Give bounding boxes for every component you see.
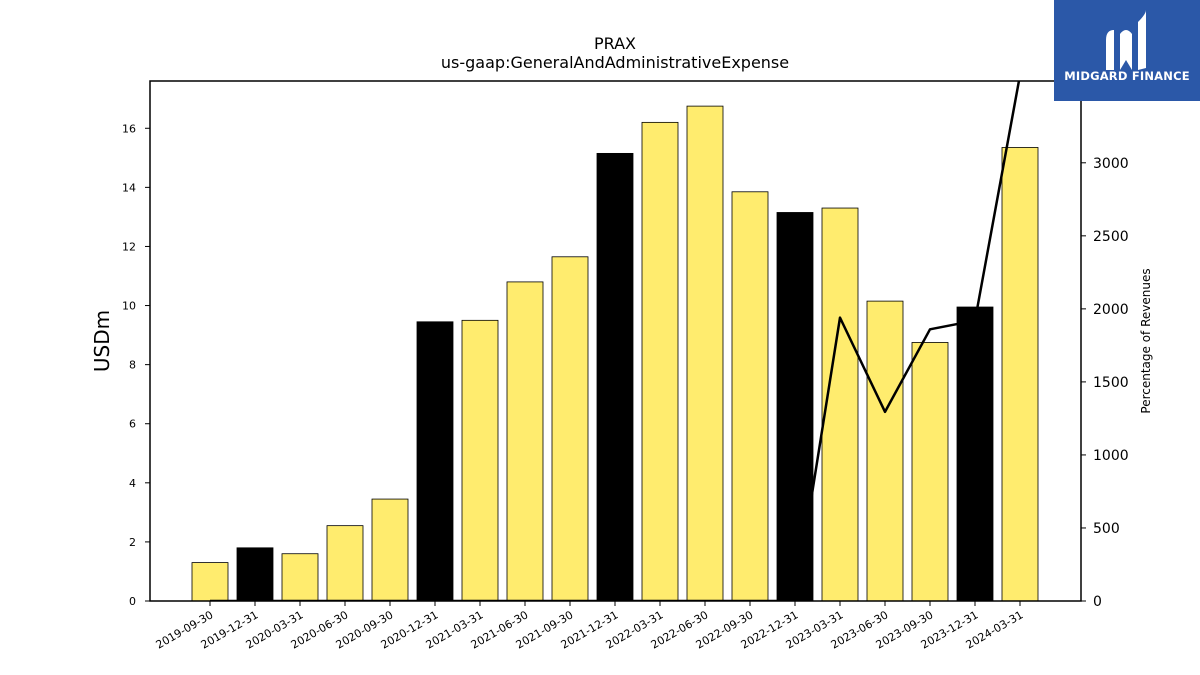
bar-2022-03-31 <box>641 121 679 602</box>
right-tick-label: 1000 <box>1093 448 1129 464</box>
bar-2024-03-31 <box>1001 147 1039 602</box>
right-y-axis: 0 500 1000 1500 2000 2500 3000 <box>1081 156 1129 610</box>
left-tick-label: 6 <box>129 418 136 431</box>
y2-axis-label: Percentage of Revenues <box>1139 268 1153 413</box>
right-tick-label: 0 <box>1093 594 1102 610</box>
left-tick-label: 12 <box>122 240 136 253</box>
left-tick-label: 8 <box>129 359 136 372</box>
chart-subtitle: us-gaap:GeneralAndAdministrativeExpense <box>441 53 789 72</box>
right-tick-label: 2000 <box>1093 302 1129 318</box>
midgard-logo-icon <box>1106 10 1146 70</box>
left-tick-label: 4 <box>129 477 136 490</box>
bar-2020-03-31 <box>281 553 319 602</box>
y-axis-label: USDm <box>90 310 114 372</box>
bar-2023-09-30 <box>911 342 949 602</box>
bar-2021-06-30 <box>506 281 544 602</box>
bar-2022-09-30 <box>731 191 769 602</box>
bar-2019-12-31 <box>236 547 274 602</box>
right-tick-label: 500 <box>1093 521 1120 537</box>
bar-2022-12-31 <box>776 212 814 602</box>
x-axis: 2019-09-302019-12-312020-03-312020-06-30… <box>154 601 1026 652</box>
left-tick-label: 2 <box>129 536 136 549</box>
brand-logo: MIDGARD FINANCE <box>1054 0 1200 101</box>
right-tick-label: 3000 <box>1093 156 1129 172</box>
bar-2020-12-31 <box>416 321 454 602</box>
bar-2023-12-31 <box>956 306 994 602</box>
line-percentage-of-revenues <box>210 81 1021 601</box>
bar-2023-06-30 <box>866 300 904 602</box>
bar-2022-06-30 <box>686 105 724 602</box>
bar-2023-03-31 <box>821 207 859 602</box>
left-tick-label: 0 <box>129 595 136 608</box>
line-series <box>210 81 1021 601</box>
right-tick-label: 1500 <box>1093 375 1129 391</box>
logo-text: MIDGARD FINANCE <box>1064 69 1190 83</box>
chart-title: PRAX <box>594 34 636 53</box>
bar-2020-09-30 <box>371 498 409 602</box>
left-y-axis: 0 2 4 6 8 10 12 14 16 <box>122 122 150 608</box>
bar-2021-03-31 <box>461 319 499 602</box>
bar-series <box>191 105 1039 602</box>
left-tick-label: 10 <box>122 300 136 313</box>
bar-2021-09-30 <box>551 256 589 602</box>
left-tick-label: 16 <box>122 122 136 135</box>
bar-2020-06-30 <box>326 525 364 602</box>
bar-2021-12-31 <box>596 152 634 602</box>
bar-2019-09-30 <box>191 562 229 602</box>
left-tick-label: 14 <box>122 181 136 194</box>
right-tick-label: 2500 <box>1093 229 1129 245</box>
